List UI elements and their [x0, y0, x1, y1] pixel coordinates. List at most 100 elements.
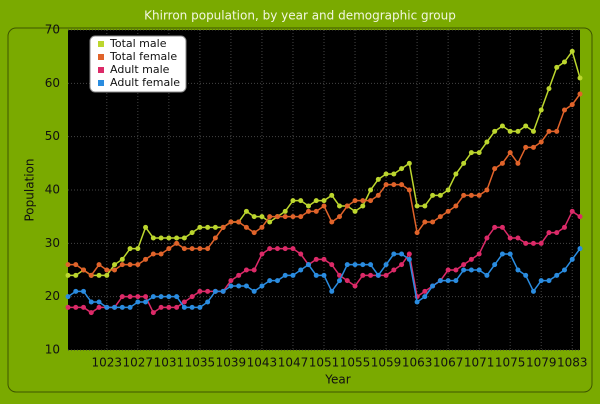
data-point: [391, 267, 397, 273]
data-point: [158, 304, 164, 310]
x-tick-label: 1055: [340, 356, 371, 370]
data-point: [344, 262, 350, 268]
data-point: [383, 262, 389, 268]
data-point: [81, 304, 87, 310]
x-tick-label: 1023: [92, 356, 123, 370]
data-point: [205, 299, 211, 305]
data-point: [119, 256, 125, 262]
data-point: [383, 171, 389, 177]
data-point: [484, 235, 490, 241]
data-point: [577, 75, 583, 81]
data-point: [399, 182, 405, 188]
data-point: [368, 187, 374, 193]
data-point: [360, 198, 366, 204]
data-point: [73, 262, 79, 268]
data-point: [368, 262, 374, 268]
data-point: [251, 267, 257, 273]
data-point: [174, 294, 180, 300]
data-point: [158, 235, 164, 241]
data-point: [181, 246, 187, 252]
data-point: [197, 304, 203, 310]
data-point: [453, 203, 459, 209]
data-point: [492, 128, 498, 134]
data-point: [406, 160, 412, 166]
data-point: [344, 203, 350, 209]
x-tick-label: 1059: [371, 356, 402, 370]
data-point: [119, 304, 125, 310]
data-point: [530, 288, 536, 294]
data-point: [430, 219, 436, 225]
legend-label: Total male: [109, 37, 167, 50]
data-point: [399, 262, 405, 268]
data-point: [414, 230, 420, 236]
data-point: [267, 219, 273, 225]
data-point: [399, 251, 405, 257]
data-point: [305, 262, 311, 268]
data-point: [290, 272, 296, 278]
data-point: [290, 198, 296, 204]
data-point: [112, 267, 118, 273]
data-point: [414, 203, 420, 209]
data-point: [507, 128, 513, 134]
data-point: [523, 144, 529, 150]
x-tick-label: 1083: [557, 356, 588, 370]
data-point: [143, 256, 149, 262]
data-point: [391, 171, 397, 177]
data-point: [554, 128, 560, 134]
y-axis-label: Population: [23, 158, 37, 221]
data-point: [468, 192, 474, 198]
data-point: [181, 304, 187, 310]
data-point: [189, 230, 195, 236]
data-point: [174, 304, 180, 310]
x-tick-label: 1067: [433, 356, 464, 370]
data-point: [484, 272, 490, 278]
x-tick-label: 1075: [495, 356, 526, 370]
data-point: [267, 278, 273, 284]
y-tick-label: 20: [45, 289, 60, 303]
legend-swatch: [98, 41, 104, 47]
data-point: [321, 272, 327, 278]
data-point: [414, 299, 420, 305]
data-point: [561, 224, 567, 230]
data-point: [329, 262, 335, 268]
data-point: [523, 240, 529, 246]
data-point: [461, 192, 467, 198]
data-point: [453, 267, 459, 273]
legend-swatch: [98, 67, 104, 73]
data-point: [243, 224, 249, 230]
data-point: [352, 208, 358, 214]
x-tick-label: 1031: [154, 356, 185, 370]
data-point: [445, 187, 451, 193]
data-point: [561, 107, 567, 113]
data-point: [150, 251, 156, 257]
data-point: [166, 246, 172, 252]
data-point: [499, 224, 505, 230]
data-point: [554, 230, 560, 236]
data-point: [135, 246, 141, 252]
data-point: [352, 283, 358, 289]
data-point: [561, 267, 567, 273]
data-point: [329, 288, 335, 294]
data-point: [197, 288, 203, 294]
data-point: [507, 235, 513, 241]
data-point: [313, 256, 319, 262]
data-point: [205, 224, 211, 230]
data-point: [476, 267, 482, 273]
data-point: [228, 219, 234, 225]
data-point: [181, 235, 187, 241]
data-point: [383, 182, 389, 188]
data-point: [530, 240, 536, 246]
data-point: [484, 139, 490, 145]
data-point: [267, 246, 273, 252]
data-point: [352, 262, 358, 268]
data-point: [360, 272, 366, 278]
data-point: [135, 294, 141, 300]
data-point: [406, 251, 412, 257]
data-point: [461, 160, 467, 166]
data-point: [220, 288, 226, 294]
data-point: [135, 262, 141, 268]
data-point: [329, 192, 335, 198]
data-point: [298, 251, 304, 257]
data-point: [174, 240, 180, 246]
